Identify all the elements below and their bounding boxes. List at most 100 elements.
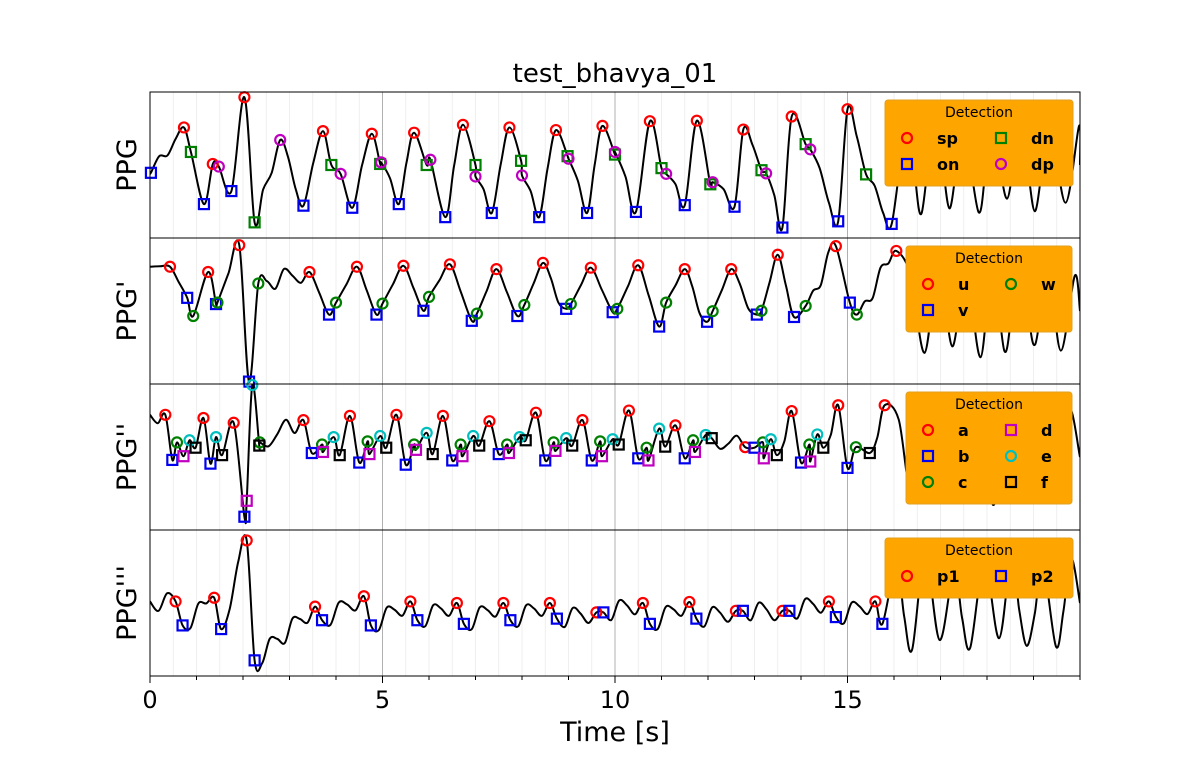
- marker-w: [422, 290, 436, 303]
- chart-title: test_bhavya_01: [513, 59, 718, 89]
- legend-entry-v: v: [921, 301, 969, 320]
- series-sp: [177, 91, 854, 171]
- marker-f: [863, 446, 876, 460]
- marker-e: [653, 422, 666, 435]
- marker-sp: [365, 127, 378, 140]
- legend-label: on: [937, 155, 959, 174]
- legend-title: Detection: [955, 397, 1023, 413]
- y-axis-label: PPG': [112, 281, 143, 342]
- marker-c: [501, 438, 514, 451]
- marker-d: [642, 454, 655, 467]
- marker-c: [594, 435, 607, 448]
- legend-box: [905, 245, 1073, 333]
- series-c: [170, 434, 862, 454]
- marker-u: [890, 244, 903, 258]
- legend-marker: [921, 303, 935, 317]
- series-d: [177, 443, 817, 507]
- marker-w: [611, 302, 624, 315]
- marker-on: [885, 217, 898, 231]
- signal-line: [150, 96, 1080, 232]
- panel-4: PPG''' Detection p1 p2: [112, 529, 1081, 677]
- marker-on: [197, 198, 211, 211]
- marker-p2: [736, 604, 749, 617]
- marker-on: [629, 205, 643, 219]
- marker-p2: [597, 606, 610, 619]
- marker-c: [849, 441, 862, 454]
- marker-sp: [690, 114, 703, 127]
- marker-u: [725, 263, 738, 276]
- legend-title: Detection: [945, 105, 1013, 121]
- marker-v: [787, 310, 801, 324]
- marker-p2: [364, 619, 377, 632]
- marker-dp: [375, 156, 388, 169]
- legend-label: f: [1041, 473, 1049, 492]
- legend-label: c: [958, 473, 967, 492]
- marker-p1: [543, 596, 557, 610]
- marker-a: [832, 399, 845, 412]
- legend-entry-sp: sp: [900, 129, 958, 148]
- marker-d: [409, 443, 423, 456]
- legend-marker: [994, 131, 1008, 145]
- series-dp: [212, 133, 817, 189]
- marker-dn: [859, 168, 873, 181]
- marker-f: [426, 447, 439, 461]
- marker-d: [363, 447, 376, 461]
- marker-d: [595, 450, 609, 463]
- legend-box: [884, 99, 1074, 187]
- legend-marker: [900, 157, 914, 171]
- marker-dn: [704, 178, 717, 191]
- marker-p2: [457, 617, 470, 630]
- marker-v: [843, 296, 856, 309]
- marker-e: [374, 429, 387, 443]
- marker-on: [346, 201, 359, 214]
- marker-on: [728, 200, 741, 213]
- marker-c: [454, 438, 467, 451]
- legend-marker: [921, 449, 935, 463]
- marker-dp: [608, 145, 622, 159]
- marker-on: [439, 211, 452, 224]
- marker-w: [755, 304, 768, 317]
- marker-on: [533, 211, 546, 224]
- marker-p1: [636, 596, 650, 610]
- legend-entry-dp: dp: [994, 155, 1054, 174]
- legend-entry-w: w: [1004, 275, 1056, 294]
- legend-label: b: [958, 447, 969, 466]
- marker-dp: [424, 153, 437, 166]
- marker-p1: [308, 600, 322, 613]
- x-tick-label: 10: [600, 686, 631, 714]
- marker-dp: [274, 133, 287, 147]
- marker-dp: [706, 176, 719, 189]
- marker-dp: [334, 167, 347, 180]
- marker-b: [238, 510, 251, 523]
- legend-marker: [921, 475, 935, 489]
- marker-c: [640, 441, 653, 454]
- marker-p2: [315, 614, 329, 627]
- marker-on: [297, 199, 310, 212]
- legend-label: dp: [1031, 155, 1054, 174]
- marker-u: [202, 265, 215, 279]
- marker-p1: [869, 595, 882, 608]
- series-u: [163, 239, 903, 279]
- legend-marker: [994, 157, 1008, 171]
- marker-sp: [643, 115, 656, 128]
- marker-b: [678, 452, 691, 465]
- marker-w: [564, 297, 577, 311]
- marker-p1: [208, 591, 221, 604]
- marker-b: [353, 456, 366, 469]
- marker-p2: [248, 654, 261, 667]
- marker-p2: [411, 614, 424, 627]
- marker-dp: [562, 152, 575, 165]
- marker-v: [653, 320, 666, 333]
- marker-a: [785, 404, 798, 418]
- legend-marker: [994, 569, 1008, 583]
- marker-a: [297, 414, 310, 427]
- legend: Detection abc def: [905, 391, 1073, 505]
- marker-p2: [876, 617, 889, 630]
- marker-u: [678, 263, 691, 276]
- marker-d: [177, 450, 190, 463]
- marker-a: [197, 411, 210, 425]
- marker-sp: [456, 118, 470, 131]
- marker-d: [456, 450, 469, 463]
- marker-p1: [450, 596, 463, 610]
- legend-marker: [921, 423, 935, 437]
